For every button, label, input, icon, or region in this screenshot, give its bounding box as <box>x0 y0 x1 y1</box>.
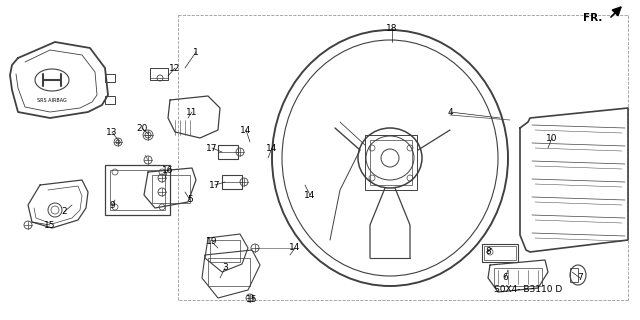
Bar <box>110 170 165 210</box>
Bar <box>210 240 240 262</box>
Bar <box>370 140 412 185</box>
Text: 20: 20 <box>136 124 148 132</box>
Text: 2: 2 <box>61 207 67 217</box>
Text: FR.: FR. <box>582 13 602 23</box>
Text: 15: 15 <box>246 295 258 305</box>
Text: 15: 15 <box>44 220 56 229</box>
Text: 9: 9 <box>109 201 115 210</box>
Text: 12: 12 <box>170 63 180 73</box>
Bar <box>218 145 238 159</box>
Bar <box>150 68 168 80</box>
Text: 14: 14 <box>304 190 316 199</box>
Bar <box>482 244 518 262</box>
Bar <box>494 268 542 286</box>
Text: S0X4- B3110 D: S0X4- B3110 D <box>494 285 562 294</box>
Text: 14: 14 <box>240 125 252 134</box>
Bar <box>365 135 417 190</box>
Bar <box>105 74 115 82</box>
Bar <box>208 258 250 286</box>
Text: 17: 17 <box>206 143 218 153</box>
Text: 13: 13 <box>106 127 118 137</box>
Text: 18: 18 <box>387 23 397 33</box>
Text: 6: 6 <box>502 274 508 283</box>
Text: 17: 17 <box>209 180 221 189</box>
Text: 19: 19 <box>206 237 218 246</box>
Text: 8: 8 <box>485 247 491 257</box>
Text: 5: 5 <box>187 196 193 204</box>
Text: 10: 10 <box>547 133 557 142</box>
Bar <box>152 175 190 203</box>
Text: 14: 14 <box>289 244 301 252</box>
Text: 4: 4 <box>447 108 453 116</box>
Text: 14: 14 <box>266 143 278 153</box>
Text: 3: 3 <box>222 263 228 273</box>
Bar <box>105 96 115 104</box>
Text: 16: 16 <box>163 165 173 174</box>
Text: SRS AIRBAG: SRS AIRBAG <box>37 98 67 102</box>
Bar <box>105 165 170 215</box>
Bar <box>484 246 516 260</box>
Bar <box>570 268 578 282</box>
Text: 1: 1 <box>193 47 199 57</box>
Text: 11: 11 <box>186 108 198 116</box>
Text: 7: 7 <box>577 274 583 283</box>
Bar <box>222 175 242 189</box>
